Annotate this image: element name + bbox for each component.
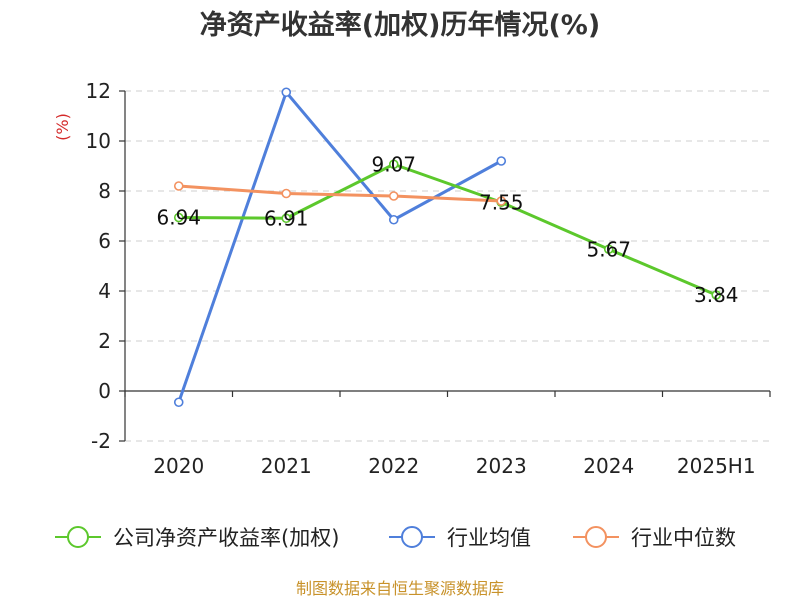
legend-label: 行业均值 bbox=[447, 526, 531, 550]
data-label: 5.67 bbox=[586, 237, 631, 261]
x-tick-label: 2023 bbox=[476, 454, 527, 478]
legend-label: 公司净资产收益率(加权) bbox=[113, 526, 339, 550]
series-layer bbox=[173, 87, 722, 408]
series-line bbox=[178, 184, 502, 203]
x-tick-label: 2024 bbox=[583, 454, 634, 478]
x-tick-label: 2021 bbox=[261, 454, 312, 478]
series-line bbox=[177, 90, 502, 403]
data-point bbox=[173, 397, 184, 408]
data-point bbox=[281, 188, 292, 199]
data-point bbox=[496, 196, 507, 206]
legend-swatch-marker bbox=[585, 526, 607, 548]
data-label: 6.91 bbox=[264, 206, 309, 230]
data-point bbox=[281, 87, 292, 98]
y-tick-label: 4 bbox=[98, 279, 111, 303]
data-point bbox=[388, 214, 399, 225]
y-tick-label: 6 bbox=[98, 229, 111, 253]
y-tick-label: 8 bbox=[98, 179, 111, 203]
x-tick-label: 2025H1 bbox=[677, 454, 756, 478]
y-tick-label: 0 bbox=[98, 379, 111, 403]
series-line bbox=[178, 162, 717, 297]
data-point bbox=[496, 156, 507, 166]
data-point bbox=[388, 191, 399, 201]
y-tick-label: 12 bbox=[86, 79, 111, 103]
legend-swatch-marker bbox=[401, 526, 423, 548]
y-tick-label: 2 bbox=[98, 329, 111, 353]
data-point bbox=[281, 213, 292, 224]
data-point bbox=[388, 159, 399, 170]
legend-swatch-marker bbox=[67, 526, 89, 548]
data-labels: 6.94 6.91 9.07 7.55 5.67 3.84 bbox=[156, 152, 738, 307]
data-label: 9.07 bbox=[371, 152, 416, 176]
y-tick-label: 10 bbox=[86, 129, 111, 153]
data-label: 7.55 bbox=[479, 190, 524, 214]
legend-label: 行业中位数 bbox=[631, 526, 736, 550]
source-note: 制图数据来自恒生聚源数据库 bbox=[296, 579, 504, 598]
axes: -2 0 2 4 6 8 10 12 2020 2021 2022 2023 2024 2025H1 bbox=[86, 79, 771, 478]
data-point bbox=[711, 290, 722, 300]
legend: 公司净资产收益率(加权) 行业均值 行业中位数 bbox=[55, 526, 736, 550]
data-point bbox=[603, 244, 614, 255]
chart-title: 净资产收益率(加权)历年情况(%) bbox=[200, 9, 600, 41]
grid bbox=[125, 90, 770, 442]
y-axis-label: (%) bbox=[53, 113, 72, 141]
data-label: 3.84 bbox=[694, 283, 739, 307]
x-tick-label: 2022 bbox=[368, 454, 419, 478]
y-tick-label: -2 bbox=[91, 429, 111, 453]
x-tick-label: 2020 bbox=[153, 454, 204, 478]
data-point bbox=[173, 181, 184, 191]
data-point bbox=[173, 212, 184, 223]
data-label: 6.94 bbox=[156, 206, 201, 230]
